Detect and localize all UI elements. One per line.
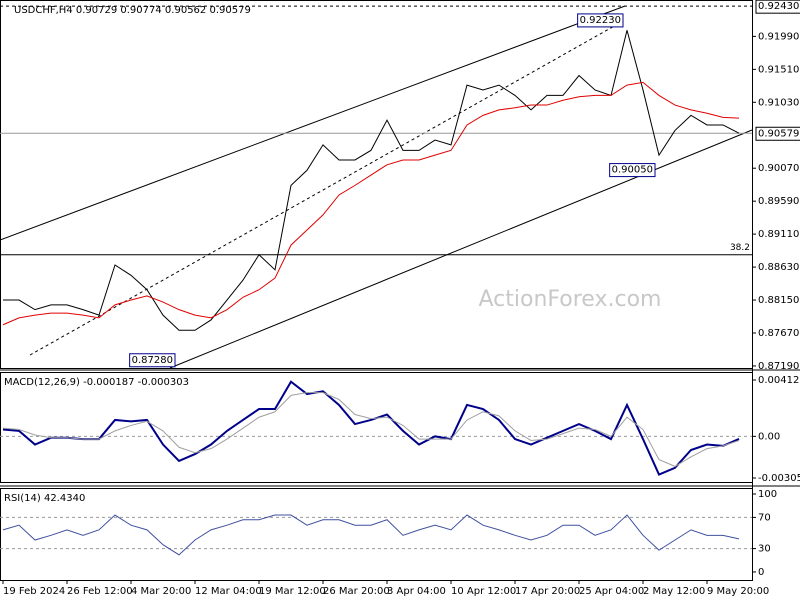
panel-title: MACD(12,26,9) -0.000187 -0.000303 [4, 377, 189, 388]
y-tick-label: 100 [758, 489, 777, 500]
series-line [2, 514, 740, 556]
channel-upper [0, 5, 626, 241]
series-line [2, 380, 740, 476]
x-tick-label: 2 May 12:00 [643, 586, 705, 597]
x-tick-label: 26 Feb 12:00 [67, 586, 133, 597]
panel-title: RSI(14) 42.4340 [4, 493, 85, 504]
series-line [2, 81, 740, 326]
y-tick-label: 0.87190 [758, 361, 799, 372]
last-price-label: 0.90579 [758, 128, 799, 139]
y-tick-label: 0.00 [758, 431, 780, 442]
y-tick-label: 0.91510 [758, 64, 799, 75]
label-box [755, 0, 800, 14]
y-tick-label: 0.88630 [758, 262, 799, 273]
x-tick-label: 10 Apr 12:00 [451, 586, 516, 597]
price-annotation: 0.87280 [132, 355, 173, 366]
y-tick-label: 0 [758, 567, 764, 578]
y-tick-label: 70 [758, 512, 771, 523]
x-tick-label: 9 May 20:00 [707, 586, 769, 597]
label-box [755, 126, 800, 141]
panel-title: USDCHF,H4 0.90729 0.90774 0.90562 0.9057… [14, 5, 251, 16]
series-line [3, 30, 740, 331]
x-tick-label: 25 Apr 04:00 [579, 586, 644, 597]
x-tick-label: 19 Mar 12:00 [259, 586, 326, 597]
watermark: ActionForex.com [479, 287, 662, 312]
x-tick-label: 17 Apr 20:00 [515, 586, 580, 597]
fib-label: 38.2 [730, 243, 750, 253]
price-annotation: 0.92230 [580, 15, 621, 26]
y-tick-label: -0.003051 [758, 473, 800, 484]
x-tick-label: 4 Mar 20:00 [131, 586, 191, 597]
y-tick-label: 0.88150 [758, 295, 799, 306]
y-tick-label: 0.89590 [758, 196, 799, 207]
x-tick-label: 12 Mar 04:00 [195, 586, 262, 597]
y-tick-label: 0.004127 [758, 375, 800, 386]
y-tick-label: 0.90070 [758, 163, 799, 174]
x-tick-label: 3 Apr 04:00 [387, 586, 446, 597]
label-box [609, 163, 656, 178]
y-tick-label: 30 [758, 544, 771, 555]
price-annotation: 0.90050 [612, 165, 653, 176]
x-tick-label: 19 Feb 2024 [3, 586, 65, 597]
y-tick-label: 0.89110 [758, 229, 799, 240]
y-tick-label: 0.87670 [758, 328, 799, 339]
level-label: 0.92430 [758, 1, 799, 12]
label-box [129, 353, 176, 368]
series-line [2, 392, 740, 467]
y-tick-label: 0.91030 [758, 97, 799, 108]
label-box [577, 13, 624, 28]
y-tick-label: 0.91990 [758, 31, 799, 42]
x-tick-label: 26 Mar 20:00 [323, 586, 390, 597]
